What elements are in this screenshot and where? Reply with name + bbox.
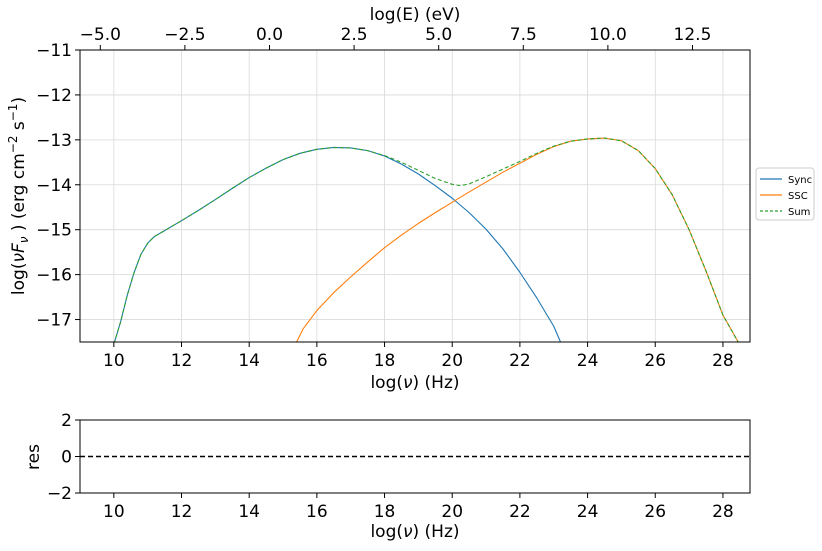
legend-box — [755, 167, 815, 221]
series-line-sum — [113, 137, 739, 342]
y-tick-label: −17 — [36, 311, 72, 331]
main-x-ticks: 10 12 14 16 18 20 22 24 26 28 — [103, 342, 734, 371]
x-tick-label: 22 — [509, 351, 531, 371]
main-series-lines — [113, 137, 739, 342]
x-tick-label: 24 — [577, 351, 599, 371]
ylabel-sup1: −1 — [6, 104, 20, 122]
legend-ssc-label: SSC — [788, 191, 808, 202]
x-tick-label: 10 — [103, 351, 125, 371]
main-x-axis-label: log(ν) (Hz) — [370, 373, 459, 393]
ylabel-sup2: −2 — [6, 136, 20, 154]
top-x-tick-label: 10.0 — [589, 25, 627, 45]
ylabel-s: s — [9, 121, 29, 135]
main-x-axis-label-b: ) (Hz) — [413, 373, 460, 393]
res-x-axis-label-a: log( — [370, 522, 403, 542]
residual-x-ticks: 10 12 14 16 18 20 22 24 26 28 — [103, 493, 734, 522]
y-tick-label: −14 — [36, 176, 72, 196]
res-y-tick-label: −2 — [47, 484, 72, 504]
residual-y-ticks: −2 0 2 — [47, 411, 80, 504]
x-tick-label: 28 — [712, 351, 734, 371]
main-y-ticks: −17 −16 −15 −14 −13 −12 −11 — [36, 41, 80, 331]
top-x-tick-label: −2.5 — [164, 25, 205, 45]
x-tick-label: 16 — [306, 351, 328, 371]
res-x-tick-label: 28 — [712, 502, 734, 522]
ylabel-close: ) — [9, 97, 29, 104]
res-x-tick-label: 14 — [238, 502, 260, 522]
res-x-tick-label: 24 — [577, 502, 599, 522]
residual-x-axis-label: log(ν) (Hz) — [370, 522, 459, 542]
legend-sync-label: Sync — [788, 175, 812, 186]
top-x-tick-label: 0.0 — [256, 25, 283, 45]
top-x-tick-label: −5.0 — [80, 25, 121, 45]
y-tick-label: −13 — [36, 131, 72, 151]
x-tick-label: 12 — [171, 351, 193, 371]
res-x-tick-label: 20 — [441, 502, 463, 522]
x-tick-label: 18 — [374, 351, 396, 371]
res-y-tick-label: 0 — [61, 448, 72, 468]
top-x-tick-label: 5.0 — [425, 25, 452, 45]
main-x-axis-label-nu: ν — [403, 373, 413, 393]
y-tick-label: −16 — [36, 266, 72, 286]
res-x-tick-label: 18 — [374, 502, 396, 522]
res-x-axis-label-b: ) (Hz) — [413, 522, 460, 542]
top-x-axis-label: log(E) (eV) — [370, 5, 461, 25]
residual-y-axis-label: res — [24, 444, 44, 470]
legend-sum-label: Sum — [788, 207, 810, 218]
res-x-tick-label: 16 — [306, 502, 328, 522]
main-y-axis-label: log(νFν ) (erg cm−2 s−1) — [6, 97, 31, 295]
x-tick-label: 14 — [238, 351, 260, 371]
x-tick-label: 26 — [644, 351, 666, 371]
y-tick-label: −11 — [36, 41, 72, 61]
top-x-ticks: −5.0 −2.5 0.0 2.5 5.0 7.5 10.0 12.5 — [80, 25, 712, 50]
ylabel-units: ) (erg cm — [9, 153, 29, 236]
res-x-tick-label: 22 — [509, 502, 531, 522]
res-x-tick-label: 10 — [103, 502, 125, 522]
ylabel-sub: ν — [17, 236, 31, 243]
y-tick-label: −15 — [36, 221, 72, 241]
top-x-tick-label: 2.5 — [341, 25, 368, 45]
ylabel-nu: ν — [9, 253, 29, 263]
x-tick-label: 20 — [441, 351, 463, 371]
main-plot-frame — [79, 49, 751, 343]
legend: Sync SSC Sum — [755, 167, 815, 221]
res-y-tick-label: 2 — [61, 411, 72, 431]
top-x-tick-label: 7.5 — [510, 25, 537, 45]
main-x-axis-label-a: log( — [370, 373, 403, 393]
top-x-tick-label: 12.5 — [674, 25, 712, 45]
res-x-axis-label-nu: ν — [403, 522, 413, 542]
ylabel-log: log( — [9, 263, 29, 296]
y-tick-label: −12 — [36, 86, 72, 106]
res-x-tick-label: 26 — [644, 502, 666, 522]
ylabel-f: F — [9, 243, 29, 253]
res-x-tick-label: 12 — [171, 502, 193, 522]
